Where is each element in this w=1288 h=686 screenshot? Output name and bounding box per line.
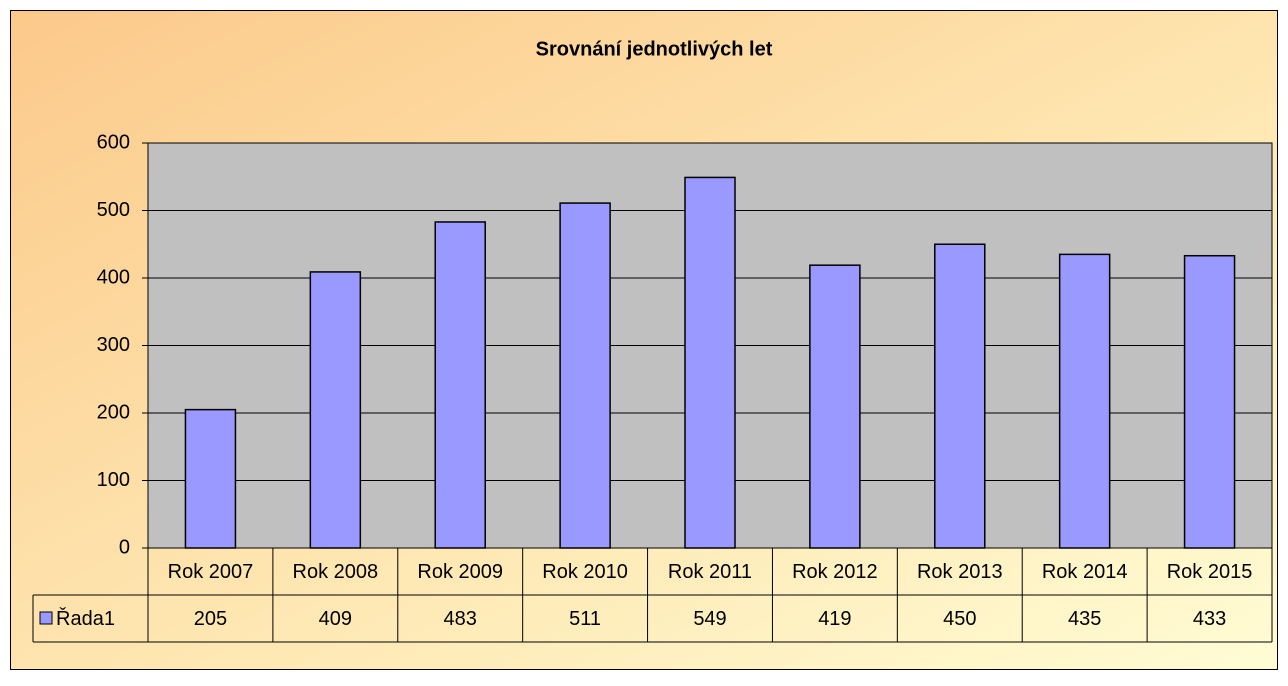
table-value: 205 [194,608,227,630]
x-tick-label: Rok 2011 [668,561,752,583]
x-tick-label: Rok 2014 [1042,561,1128,583]
y-tick-label: 0 [119,536,130,558]
table-value: 549 [693,608,726,630]
y-tick-label: 600 [97,131,130,153]
y-tick-label: 200 [97,401,130,423]
x-tick-label: Rok 2007 [168,561,254,583]
legend-label: Řada1 [56,607,115,630]
y-tick-label: 500 [97,199,130,221]
table-value: 433 [1193,608,1226,630]
bar [684,176,736,549]
bar [1058,253,1111,549]
table-value: 450 [943,608,976,630]
bar [309,271,362,549]
x-tick-label: Rok 2013 [917,561,1003,583]
x-tick-label: Rok 2008 [293,561,379,583]
table-value: 511 [569,608,601,630]
bar [1183,254,1236,549]
y-tick-label: 100 [97,469,130,491]
table-value: 419 [818,608,851,630]
y-tick-label: 400 [97,266,130,288]
bar [809,264,861,549]
bar [934,243,986,549]
bar [434,221,486,549]
x-tick-label: Rok 2015 [1167,561,1253,583]
x-tick-label: Rok 2009 [417,561,503,583]
bar [559,202,611,549]
legend-key [39,611,53,625]
table-value: 409 [319,608,352,630]
chart-title: Srovnání jednotlivých let [536,38,773,60]
x-tick-label: Rok 2012 [792,561,878,583]
y-tick-label: 300 [97,334,130,356]
x-tick-label: Rok 2010 [542,561,628,583]
table-value: 483 [444,608,477,630]
bar [184,408,237,549]
table-value: 435 [1068,608,1101,630]
